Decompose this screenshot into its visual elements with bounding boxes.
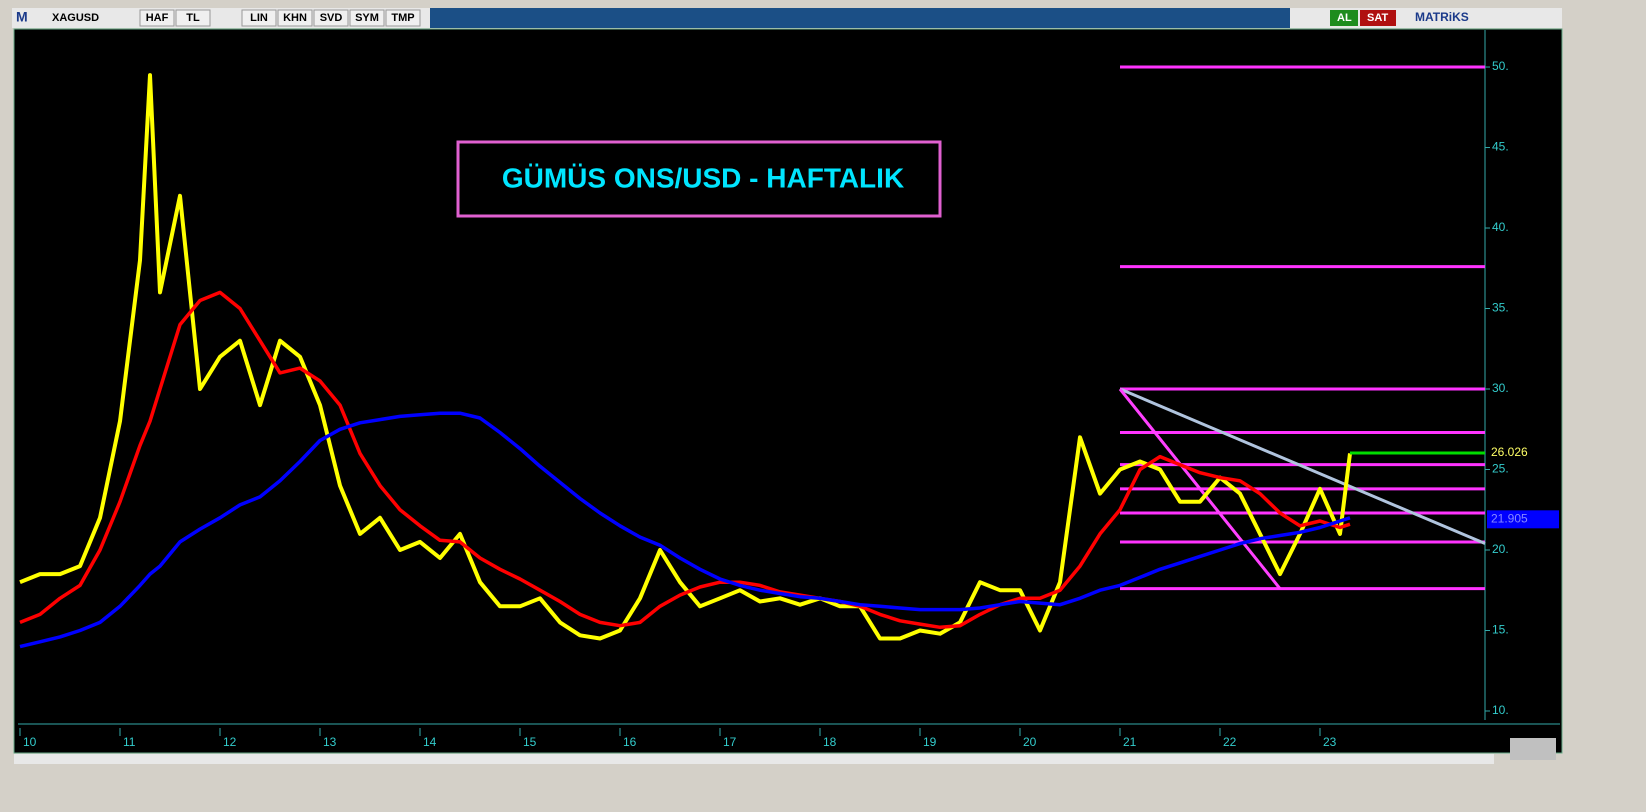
x-tick-label: 22 — [1223, 735, 1237, 749]
last-value-label: 21.905 — [1491, 511, 1528, 525]
toolbar-button[interactable] — [277, 9, 313, 27]
toolbar-button[interactable] — [241, 9, 277, 27]
y-tick-label: 30. — [1492, 381, 1509, 395]
y-tick-label: 10. — [1492, 703, 1509, 717]
toolbar-button-label: SVD — [320, 12, 343, 24]
toolbar-button[interactable] — [385, 9, 421, 27]
trendline — [1119, 387, 1486, 545]
x-tick-label: 23 — [1323, 735, 1337, 749]
x-tick-label: 13 — [323, 735, 337, 749]
x-tick-label: 14 — [423, 735, 437, 749]
sell[interactable]: SAT — [1367, 12, 1388, 24]
x-tick-label: 11 — [123, 735, 136, 749]
x-tick-label: 19 — [923, 735, 937, 749]
toolbar-button[interactable] — [175, 9, 211, 27]
x-tick-label: 10 — [23, 735, 37, 749]
toolbar-button-label: LIN — [250, 12, 268, 24]
buy[interactable]: AL — [1337, 12, 1352, 24]
logo: M — [16, 9, 28, 25]
last-value-label: 26.026 — [1491, 445, 1528, 459]
toolbar-button-label: HAF — [146, 12, 169, 24]
x-tick-label: 20 — [1023, 735, 1037, 749]
toolbar-button[interactable] — [349, 9, 385, 27]
series-line — [19, 73, 1352, 641]
sell-button[interactable] — [1360, 10, 1396, 26]
y-tick-label: 15. — [1492, 623, 1509, 637]
y-tick-label: 40. — [1492, 220, 1509, 234]
trendline — [1118, 388, 1282, 590]
toolbar-button-label: KHN — [283, 12, 307, 24]
x-tick-label: 18 — [823, 735, 837, 749]
symbol[interactable]: XAGUSD — [52, 12, 99, 24]
x-tick-label: 21 — [1123, 735, 1137, 749]
toolbar-button-label: TL — [186, 12, 200, 24]
nav-buttons[interactable] — [1510, 738, 1556, 760]
series-line — [19, 411, 1351, 649]
scrollbar[interactable] — [14, 754, 1494, 764]
y-tick-label: 25. — [1492, 462, 1509, 476]
x-tick-label: 16 — [623, 735, 637, 749]
toolbar-button-label: SYM — [355, 12, 379, 24]
x-tick-label: 17 — [723, 735, 737, 749]
toolbar-button[interactable] — [313, 9, 349, 27]
chart-bg — [13, 28, 1563, 754]
toolbar-button-label: TMP — [391, 12, 414, 24]
toolbar-button[interactable] — [139, 9, 175, 27]
buy-button[interactable] — [1330, 10, 1358, 26]
title-box — [456, 140, 942, 218]
x-tick-label: 15 — [523, 735, 537, 749]
chart-title: GÜMÜS ONS/USD - HAFTALIK — [502, 162, 904, 193]
last-value-box — [1487, 510, 1559, 529]
y-tick-label: 20. — [1492, 542, 1509, 556]
series-line — [19, 290, 1351, 630]
y-tick-label: 45. — [1492, 140, 1509, 154]
y-tick-label: 35. — [1492, 301, 1509, 315]
y-tick-label: 50. — [1492, 59, 1509, 73]
brand: MATRiKS — [1415, 10, 1469, 24]
x-tick-label: 12 — [223, 735, 237, 749]
